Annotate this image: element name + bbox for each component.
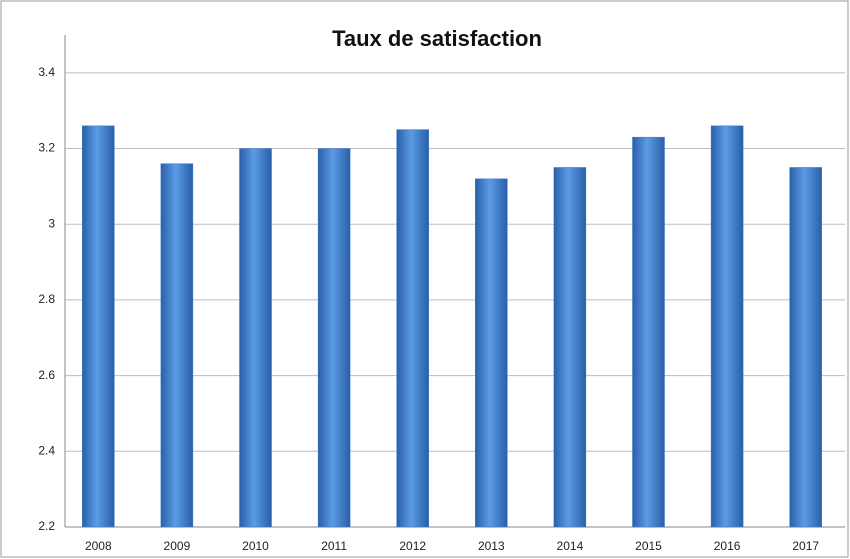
x-tick-label: 2016 [714,539,741,553]
bar [475,178,508,528]
y-tick-label: 2.2 [38,519,55,533]
y-tick-label: 2.6 [38,368,55,382]
x-tick-label: 2010 [242,539,269,553]
bar [789,167,822,528]
y-tick-label: 3 [48,216,55,230]
y-tick-label: 2.4 [38,443,55,457]
bar [160,163,194,528]
x-tick-label: 2011 [321,539,347,553]
bar [396,129,429,528]
bar [710,125,744,528]
x-tick-label: 2008 [85,539,112,553]
bar [82,125,115,528]
x-tick-label: 2012 [399,539,426,553]
x-tick-label: 2013 [478,539,505,553]
x-tick-label: 2017 [792,539,819,553]
bar [317,148,351,528]
x-tick-label: 2015 [635,539,662,553]
y-tick-label: 3.4 [38,65,55,79]
bar [239,148,272,528]
chart-title: Taux de satisfaction [332,26,542,51]
y-tick-label: 2.8 [38,292,55,306]
y-tick-label: 3.2 [38,141,55,155]
bar [553,167,587,528]
x-tick-label: 2014 [557,539,584,553]
bar [632,136,665,528]
x-tick-label: 2009 [164,539,191,553]
